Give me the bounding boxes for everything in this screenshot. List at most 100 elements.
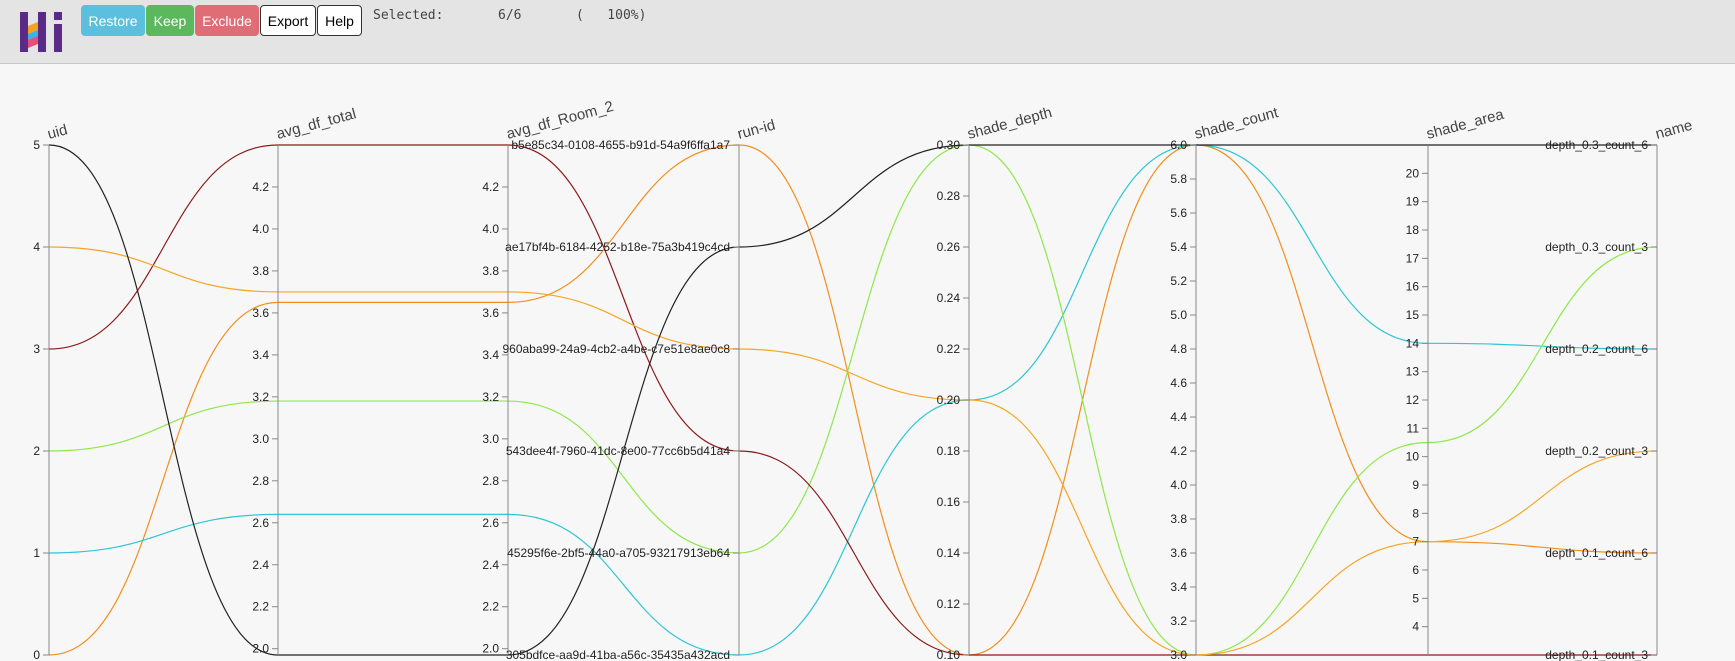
tick-label: 15 [1406,308,1420,322]
axis-title[interactable]: shade_depth [966,104,1054,143]
tick-label: 7 [1412,535,1419,549]
selected-percent: ( 100%) [576,8,647,23]
tick-label: 0.28 [937,189,961,203]
help-button[interactable]: Help [317,5,362,36]
series-line-0[interactable] [48,144,1658,656]
tick-label: 3.6 [482,306,499,320]
tick-label: 45295f6e-2bf5-44a0-a705-93217913eb64 [507,546,730,560]
tick-label: 2.8 [252,474,269,488]
tick-label: 3.2 [252,390,269,404]
tick-label: 0.12 [937,597,961,611]
tick-label: 5.8 [1170,172,1187,186]
axis-shade_count: 3.0 3.2 3.4 3.6 3.8 4.0 4.2 4.4 4.6 4.8 5.0 5.2 5.4 5… [1170,104,1281,661]
axis-title[interactable]: avg_df_total [275,105,358,143]
tick-label: 16 [1406,280,1420,294]
tick-label: 0.14 [937,546,961,560]
tick-label: 20 [1406,166,1420,180]
tick-label: depth_0.1_count_6 [1545,546,1648,560]
tick-label: 5.2 [1170,274,1187,288]
tick-label: 3.8 [1170,512,1187,526]
tick-label: 4.6 [1170,376,1187,390]
tick-label: 3.0 [252,432,269,446]
keep-button[interactable]: Keep [146,5,194,36]
axis-title[interactable]: run-id [736,117,777,143]
tick-label: 0 [33,648,40,661]
tick-label: 17 [1406,251,1420,265]
tick-label: 2.0 [482,642,499,656]
series-line-4[interactable] [48,246,1658,656]
selection-status: Selected: 6/6 ( 100%) [373,8,646,83]
tick-label: 3.4 [482,348,499,362]
tick-label: depth_0.3_count_6 [1545,138,1648,152]
tick-label: 5.4 [1170,240,1187,254]
tick-label: 3.2 [482,390,499,404]
tick-label: depth_0.2_count_6 [1545,342,1648,356]
tick-label: 2.6 [482,516,499,530]
tick-label: 0.20 [937,393,961,407]
tick-label: depth_0.1_count_3 [1545,648,1648,661]
tick-label: 0.30 [937,138,961,152]
tick-label: 9 [1412,478,1419,492]
tick-label: 0.16 [937,495,961,509]
tick-label: 3.8 [252,264,269,278]
tick-label: 5.6 [1170,206,1187,220]
hi-logo [20,12,62,52]
exclude-button[interactable]: Exclude [195,5,259,36]
tick-label: 960aba99-24a9-4cb2-a4be-c7e51e8ae0c8 [502,342,730,356]
tick-label: 305bdfce-aa9d-41ba-a56c-35435a432acd [506,648,730,661]
tick-label: 4.0 [1170,478,1187,492]
parallel-coordinates-chart[interactable]: 0 12 3 4 5 uid 2.0 2.2 2.4 2.6 2.8 3.0 3.2 3.4 3.6 3.8 4… [0,64,1735,661]
tick-label: 11 [1407,421,1420,435]
tick-label: 12 [1406,393,1420,407]
tick-label: 14 [1406,336,1420,350]
tick-label: 5 [33,138,40,152]
tick-label: 0.22 [937,342,961,356]
tick-label: 3 [33,342,40,356]
series-line-2[interactable] [48,144,1658,656]
axis-title[interactable]: uid [46,121,70,143]
tick-label: 3.4 [1170,580,1187,594]
tick-label: 5.0 [1170,308,1187,322]
tick-label: 4.2 [1170,444,1187,458]
tick-label: 543dee4f-7960-41dc-8e00-77cc6b5d41a4 [506,444,731,458]
tick-label: depth_0.2_count_3 [1545,444,1648,458]
tick-label: 10 [1406,450,1420,464]
tick-label: 2.2 [482,600,499,614]
tick-label: 2.4 [252,558,269,572]
tick-label: 4.0 [482,222,499,236]
tick-label: 6.0 [1170,138,1187,152]
toolbar: Restore Keep Exclude Export Help Selecte… [0,0,1735,64]
axis-run-id: 305bdfce-aa9d-41ba-a56c-35435a432acd 4529… [502,117,777,661]
tick-label: 4 [33,240,40,254]
tick-label: 13 [1406,365,1420,379]
axis-title[interactable]: avg_df_Room_2 [505,98,616,143]
tick-label: 1 [33,546,40,560]
axis-avg_df_total: 2.0 2.2 2.4 2.6 2.8 3.0 3.2 3.4 3.6 3.8 4.0 4.2 avg_… [252,105,358,655]
tick-label: 18 [1406,223,1420,237]
tick-label: 4.8 [1170,342,1187,356]
tick-label: 4.2 [482,180,499,194]
series-line-1[interactable] [48,144,1658,656]
tick-label: 3.0 [1170,648,1187,661]
tick-label: 0.24 [937,291,961,305]
tick-label: 4.2 [252,180,269,194]
tick-label: 4.4 [1170,410,1187,424]
axis-title[interactable]: name [1654,117,1695,143]
tick-label: depth_0.3_count_3 [1545,240,1648,254]
tick-label: b5e85c34-0108-4655-b91d-54a9f6ffa1a7 [511,138,730,152]
export-button[interactable]: Export [260,5,316,36]
axis-title[interactable]: shade_count [1193,104,1281,143]
tick-label: 3.2 [1170,614,1187,628]
tick-label: 5 [1412,591,1419,605]
tick-label: 8 [1412,506,1419,520]
tick-label: 2.0 [252,642,269,656]
selected-label: Selected: [373,8,444,23]
axis-avg_df_Room_2: 2.0 2.2 2.4 2.6 2.8 3.0 3.2 3.4 3.6 3.8 4.0 4.2 avg_… [482,98,615,656]
tick-label: 3.0 [482,432,499,446]
restore-button[interactable]: Restore [81,5,145,36]
tick-label: 2.6 [252,516,269,530]
axis-shade_area: 4 5 6 7 8 9 10 11 12 13 14 15 16 17 18 19 20 shade_area [1406,106,1507,655]
tick-label: 4.0 [252,222,269,236]
tick-label: 0.18 [937,444,961,458]
axis-title[interactable]: shade_area [1425,106,1507,143]
